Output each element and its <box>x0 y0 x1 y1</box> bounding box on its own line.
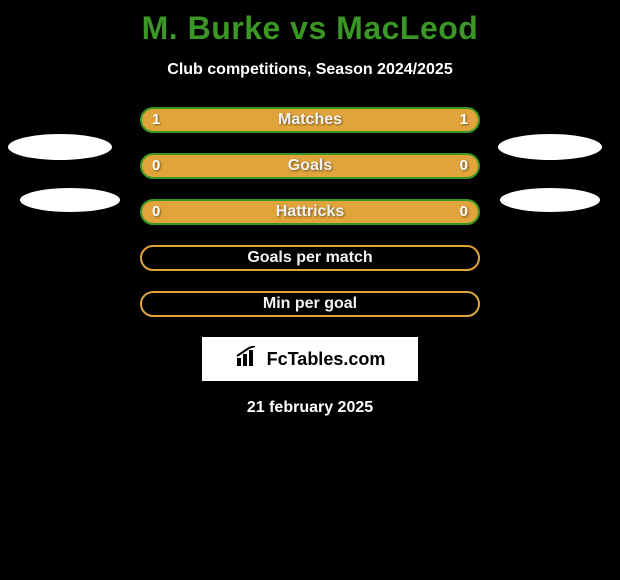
stat-value-right: 0 <box>460 199 468 225</box>
logo-text: FcTables.com <box>267 349 386 370</box>
page-subtitle: Club competitions, Season 2024/2025 <box>0 61 620 79</box>
stats-comparison-card: M. Burke vs MacLeod Club competitions, S… <box>0 10 620 417</box>
stat-row-matches: 1 Matches 1 <box>0 107 620 133</box>
bar-chart-icon <box>235 346 261 373</box>
stat-row-goals: 0 Goals 0 <box>0 153 620 179</box>
footer-date: 21 february 2025 <box>0 399 620 417</box>
stat-row-hattricks: 0 Hattricks 0 <box>0 199 620 225</box>
stat-bar <box>140 291 480 317</box>
stat-bar <box>140 199 480 225</box>
stat-bar <box>140 153 480 179</box>
stat-value-right: 1 <box>460 107 468 133</box>
stat-row-goals-per-match: Goals per match <box>0 245 620 271</box>
stat-value-right: 0 <box>460 153 468 179</box>
stat-bar <box>140 245 480 271</box>
stat-row-min-per-goal: Min per goal <box>0 291 620 317</box>
stat-bar <box>140 107 480 133</box>
page-title: M. Burke vs MacLeod <box>0 10 620 47</box>
source-logo: FcTables.com <box>202 337 418 381</box>
stat-value-left: 0 <box>152 153 160 179</box>
stat-value-left: 0 <box>152 199 160 225</box>
stat-value-left: 1 <box>152 107 160 133</box>
